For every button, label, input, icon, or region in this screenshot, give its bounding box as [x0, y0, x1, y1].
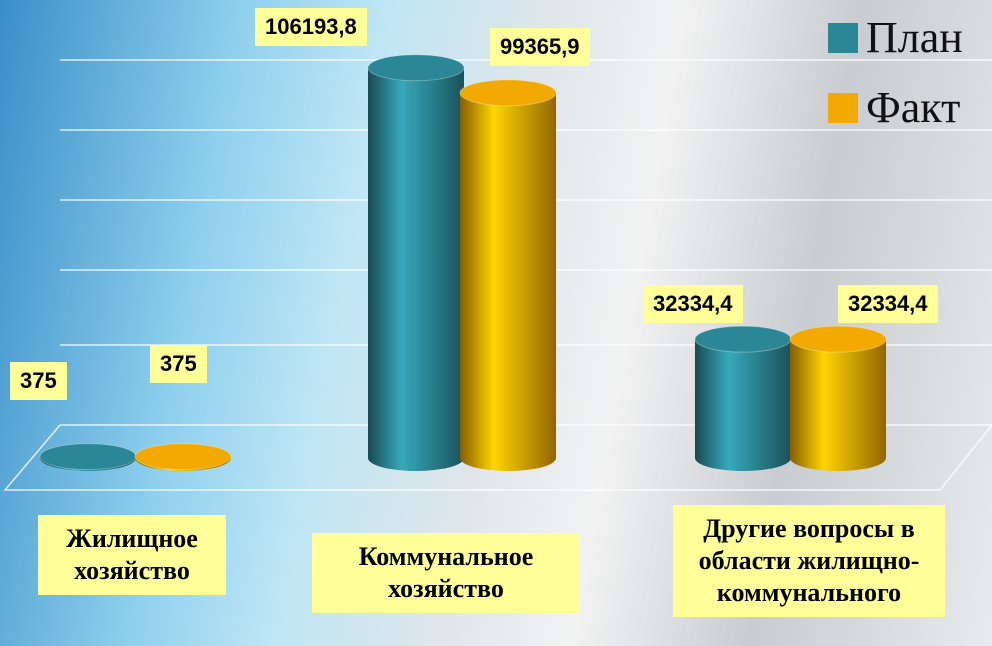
value-label: 99365,9 [490, 28, 590, 66]
bar-body [695, 339, 791, 471]
legend-entry: Факт [828, 82, 960, 133]
bar [39, 443, 137, 471]
category-label: Коммунальное хозяйство [312, 533, 580, 613]
legend-entry: План [828, 12, 963, 63]
bar [694, 325, 792, 471]
bar-top [367, 54, 465, 82]
bar-body [790, 339, 886, 471]
category-label: Жилищное хозяйство [38, 515, 226, 595]
bar-top [134, 443, 232, 471]
legend-swatch [828, 22, 858, 53]
bar [789, 325, 887, 471]
bar-body [368, 67, 464, 471]
bar-top [694, 325, 792, 353]
value-label: 375 [10, 362, 67, 400]
bar-top [789, 325, 887, 353]
legend-swatch [828, 92, 858, 123]
legend-label: Факт [866, 83, 961, 132]
bar [459, 79, 557, 471]
legend-label: План [866, 13, 963, 62]
category-label: Другие вопросы в области жилищно-коммуна… [673, 505, 945, 617]
value-label: 32334,4 [643, 285, 743, 323]
value-label: 375 [150, 345, 207, 383]
bar [134, 443, 232, 471]
bar-top [39, 443, 137, 471]
value-label: 32334,4 [838, 285, 938, 323]
bar-body [460, 92, 556, 471]
bar [367, 54, 465, 471]
bar-top [459, 79, 557, 107]
value-label: 106193,8 [255, 8, 367, 46]
